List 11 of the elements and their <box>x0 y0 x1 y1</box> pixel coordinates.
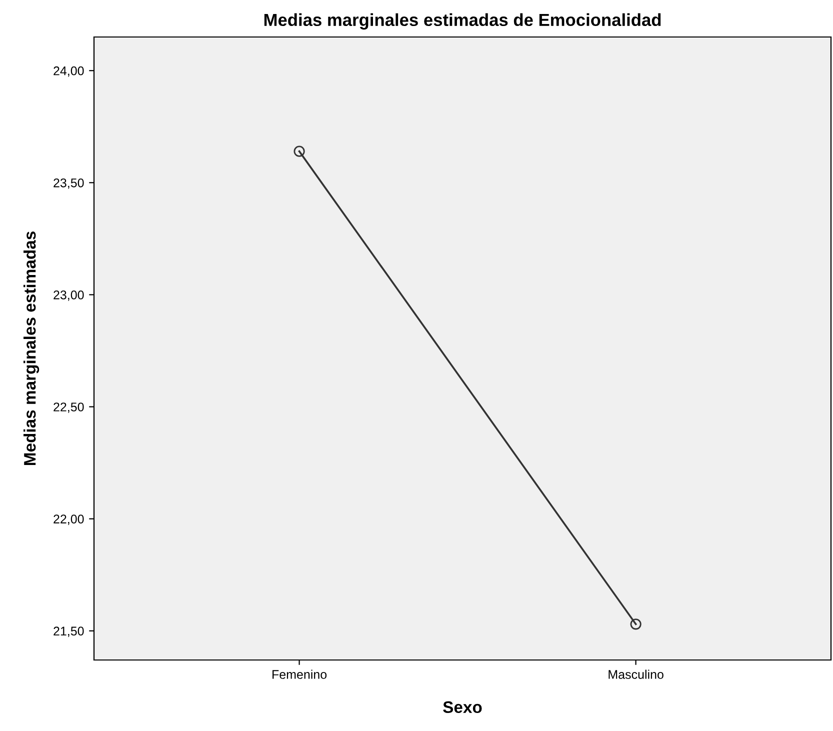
y-tick-label: 22,50 <box>54 402 84 413</box>
x-axis-title: Sexo <box>443 701 482 714</box>
x-tick-label: Masculino <box>608 670 664 679</box>
x-tick-label: Femenino <box>272 670 327 679</box>
y-axis-title: Medias marginales estimadas <box>24 232 40 466</box>
y-tick-label: 23,50 <box>54 178 84 189</box>
y-tick-label: 23,00 <box>54 290 84 301</box>
chart-title: Medias marginales estimadas de Emocionalidad <box>264 13 661 30</box>
y-tick-label: 24,00 <box>54 66 84 77</box>
y-tick-label: 21,50 <box>54 626 84 637</box>
y-tick-label: 22,00 <box>54 514 84 525</box>
